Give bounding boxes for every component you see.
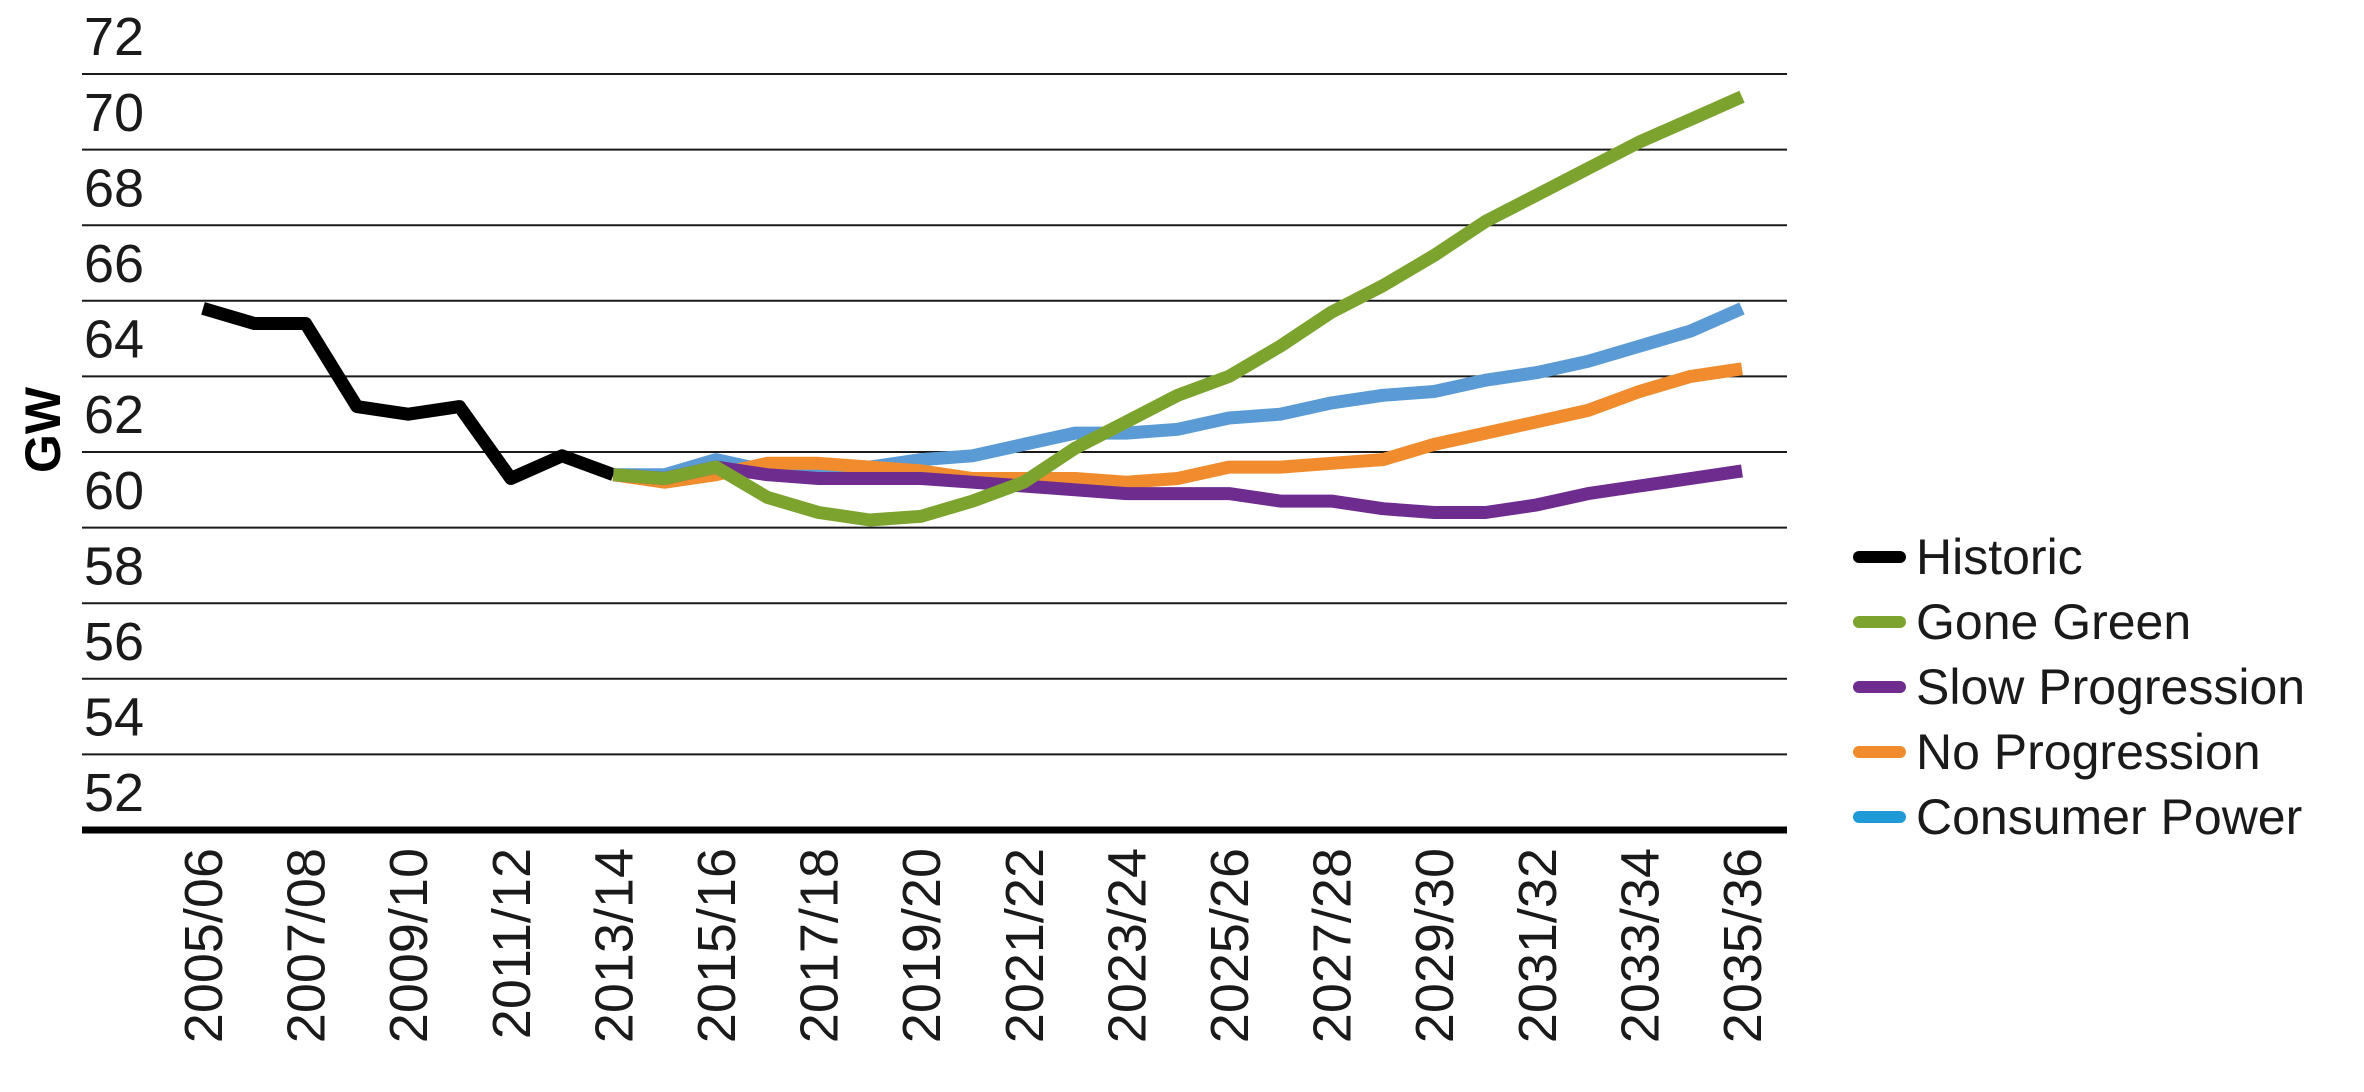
y-tick-label: 56	[84, 612, 144, 672]
x-tick-label: 2027/28	[1303, 848, 1363, 1043]
y-tick-label: 72	[84, 7, 144, 67]
x-tick-label: 2011/12	[482, 848, 542, 1039]
gridlines	[82, 73, 1787, 756]
y-tick-label: 54	[84, 688, 144, 748]
x-tick-label: 2029/30	[1405, 848, 1465, 1043]
x-tick-label: 2007/08	[277, 848, 337, 1043]
x-tick-label: 2013/14	[584, 848, 644, 1043]
y-tick-label: 58	[84, 536, 144, 596]
series-line-gone-green	[612, 90, 1745, 527]
series-line-historic	[201, 302, 616, 485]
y-tick-label: 62	[84, 385, 144, 445]
x-axis-ticks: 2005/06 2007/08 2009/10 2011/12 2013/14 2015/…	[174, 848, 1773, 1043]
x-tick-label: 2009/10	[379, 848, 439, 1043]
series-line-slow-progression	[612, 460, 1743, 519]
x-tick-label: 2033/34	[1610, 848, 1670, 1043]
legend-label: Historic	[1916, 529, 2083, 585]
series-line-no-progression	[612, 362, 1743, 489]
y-tick-label: 60	[84, 461, 144, 521]
y-tick-label: 70	[84, 83, 144, 143]
x-tick-label: 2005/06	[174, 848, 234, 1043]
y-axis-ticks: 52 54 56 58 60 62 64 66 68 70 72	[84, 7, 144, 823]
x-tick-label: 2021/22	[995, 848, 1055, 1043]
legend-label: Consumer Power	[1916, 789, 2302, 845]
y-tick-label: 66	[84, 234, 144, 294]
legend-label: Gone Green	[1916, 594, 2191, 650]
x-tick-label: 2023/24	[1097, 848, 1157, 1043]
x-tick-label: 2019/20	[892, 848, 952, 1043]
y-tick-label: 52	[84, 763, 144, 823]
legend-label: Slow Progression	[1916, 659, 2305, 715]
legend-label: No Progression	[1916, 724, 2261, 780]
series-lines	[201, 90, 1745, 527]
y-axis-label: GW	[15, 386, 71, 473]
y-tick-label: 64	[84, 310, 144, 370]
x-tick-label: 2017/18	[790, 848, 850, 1043]
x-tick-label: 2031/32	[1508, 848, 1568, 1043]
y-tick-label: 68	[84, 158, 144, 218]
x-tick-label: 2025/26	[1200, 848, 1260, 1043]
legend: Historic Gone Green Slow Progression No Pro…	[1853, 529, 2305, 845]
x-tick-label: 2015/16	[687, 848, 747, 1043]
x-tick-label: 2035/36	[1713, 848, 1773, 1043]
